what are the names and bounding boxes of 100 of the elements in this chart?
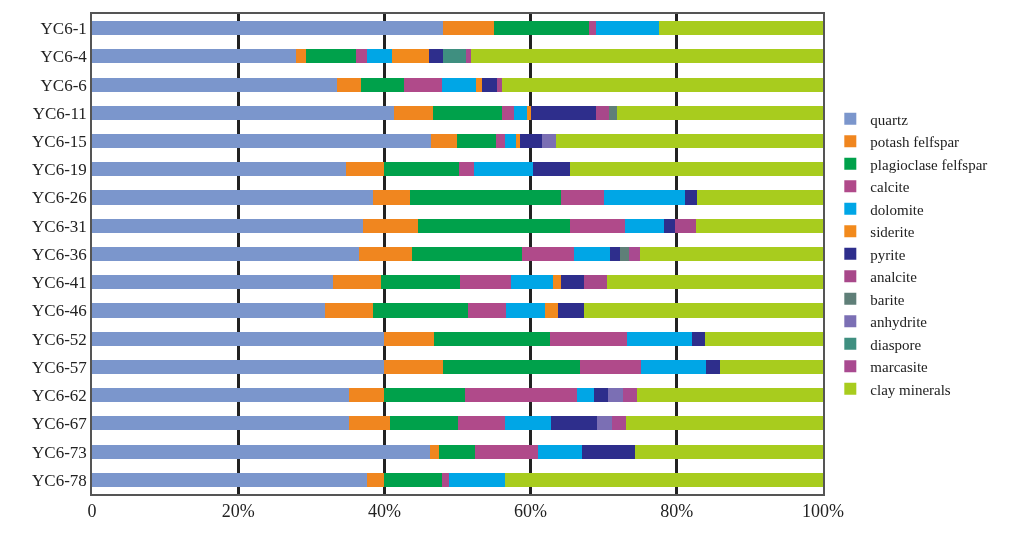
bar xyxy=(482,77,497,92)
bar xyxy=(92,134,432,149)
bar xyxy=(442,359,581,374)
bar xyxy=(459,275,511,290)
bar xyxy=(640,359,707,374)
legend-label: siderite xyxy=(870,224,915,241)
bar xyxy=(391,49,429,64)
bar xyxy=(612,416,626,431)
y-tick-label: YC6-67 xyxy=(32,414,88,434)
bar xyxy=(608,388,623,403)
bar xyxy=(366,472,384,487)
bar xyxy=(466,49,472,64)
bar xyxy=(663,218,676,233)
bar xyxy=(439,444,476,459)
bar xyxy=(92,218,364,233)
y-tick-label: YC6-62 xyxy=(32,386,87,406)
bar xyxy=(92,359,384,374)
bar xyxy=(475,77,483,92)
bar xyxy=(372,303,468,318)
bar xyxy=(380,275,460,290)
bar xyxy=(596,21,659,36)
bar xyxy=(616,105,823,120)
bar xyxy=(597,416,613,431)
bar xyxy=(705,331,823,346)
bar xyxy=(556,134,823,149)
bar xyxy=(607,275,823,290)
bar xyxy=(622,388,637,403)
bar xyxy=(496,77,503,92)
bar xyxy=(561,190,604,205)
bar xyxy=(545,303,558,318)
bar xyxy=(92,275,334,290)
bar xyxy=(306,49,356,64)
bar xyxy=(553,275,562,290)
bar xyxy=(624,218,664,233)
bar xyxy=(92,303,326,318)
x-tick-label: 20% xyxy=(221,501,255,522)
bar xyxy=(404,77,443,92)
bar xyxy=(383,331,435,346)
bar xyxy=(550,331,628,346)
bar xyxy=(658,21,823,36)
bar xyxy=(92,77,337,92)
x-tick-label: 80% xyxy=(660,501,694,522)
bar xyxy=(474,162,533,177)
bar xyxy=(448,472,506,487)
y-tick-label: YC6-78 xyxy=(32,470,87,490)
y-tick-label: YC6-31 xyxy=(32,216,87,236)
bar xyxy=(349,388,384,403)
bar xyxy=(325,303,373,318)
x-tick-label: 100% xyxy=(802,501,844,522)
bar xyxy=(432,105,503,120)
y-tick-label: YC6-57 xyxy=(32,357,88,377)
bar xyxy=(442,49,467,64)
legend-label: calcite xyxy=(870,179,910,196)
bar xyxy=(505,303,546,318)
bar xyxy=(92,246,359,262)
bar xyxy=(366,49,392,64)
legend-label: barite xyxy=(870,291,905,308)
bar xyxy=(580,359,641,374)
bar xyxy=(583,303,823,318)
bar xyxy=(581,444,636,459)
bar xyxy=(383,162,459,177)
bar xyxy=(505,134,516,149)
bar xyxy=(92,444,430,459)
legend-label: marcasite xyxy=(870,359,929,376)
bar xyxy=(372,190,410,205)
bar xyxy=(442,77,476,92)
y-tick-label: YC6-46 xyxy=(32,301,87,321)
bar xyxy=(393,105,433,120)
legend-label: pyrite xyxy=(870,246,906,263)
bar xyxy=(92,162,346,177)
bar xyxy=(429,444,440,459)
bar xyxy=(458,162,475,177)
y-tick-label: YC6-73 xyxy=(32,442,87,462)
legend-label: analcite xyxy=(870,269,918,286)
bar xyxy=(636,388,823,403)
bar xyxy=(526,105,532,120)
bar xyxy=(442,472,449,487)
legend-label: anhydrite xyxy=(870,314,928,331)
bar xyxy=(494,21,590,36)
bar xyxy=(695,218,823,233)
bar xyxy=(92,416,350,431)
bar xyxy=(706,359,720,374)
y-tick-label: YC6-6 xyxy=(40,75,87,95)
bar xyxy=(358,246,413,262)
y-tick-label: YC6-4 xyxy=(40,47,88,67)
bar xyxy=(336,77,362,92)
bar xyxy=(456,134,497,149)
bar xyxy=(92,472,367,487)
bar xyxy=(92,21,443,36)
bar xyxy=(625,416,823,431)
bar xyxy=(496,134,506,149)
bar xyxy=(557,303,584,318)
bar xyxy=(475,444,538,459)
bar xyxy=(458,416,506,431)
bar xyxy=(570,218,625,233)
bar xyxy=(390,416,459,431)
bar xyxy=(502,105,514,120)
bar xyxy=(464,388,577,403)
y-tick-label: YC6-1 xyxy=(40,19,87,39)
bar xyxy=(434,331,551,346)
